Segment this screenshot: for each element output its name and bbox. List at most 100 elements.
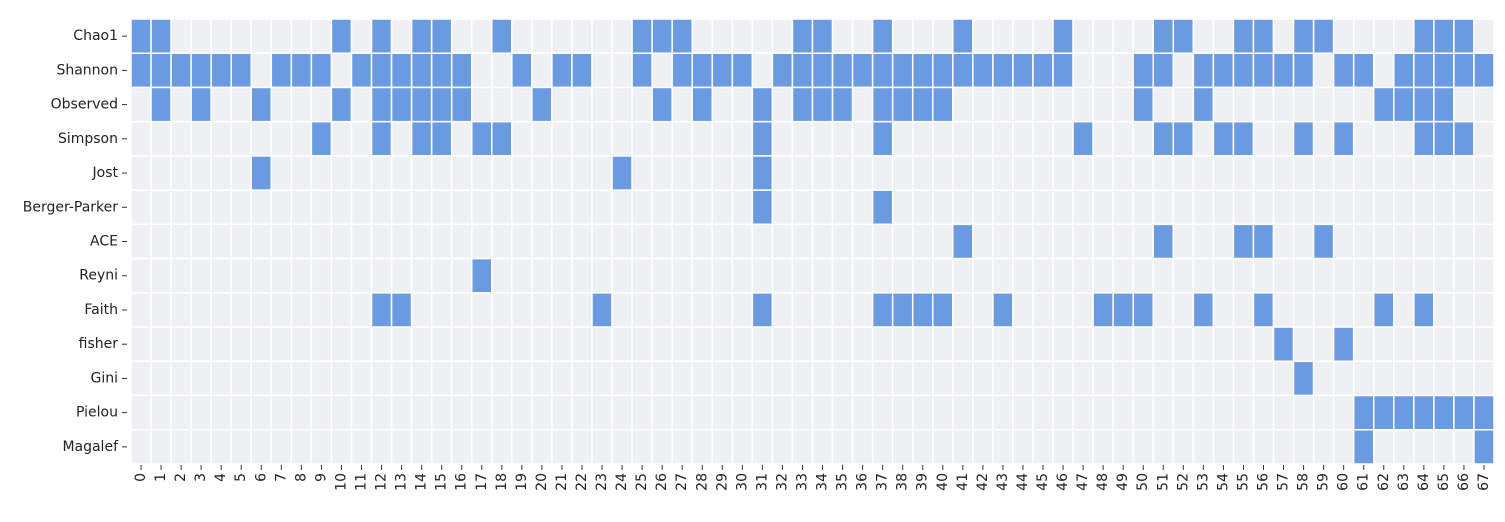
cell — [170, 18, 192, 54]
cell — [1433, 326, 1455, 363]
column-label: 16 — [454, 473, 470, 491]
cell — [270, 52, 293, 89]
cell — [891, 86, 914, 123]
cell — [230, 257, 253, 294]
cell — [1453, 292, 1475, 328]
cell — [511, 120, 533, 157]
cell — [711, 326, 734, 363]
cell — [1192, 155, 1215, 191]
cell — [1132, 52, 1155, 89]
cell — [1112, 189, 1134, 226]
cell — [1172, 326, 1195, 363]
cell — [310, 292, 333, 328]
cell — [1252, 18, 1275, 54]
cell — [511, 429, 533, 465]
cell — [1292, 52, 1315, 89]
cell — [150, 257, 172, 294]
cell — [471, 18, 493, 54]
cell — [350, 86, 373, 123]
cell — [491, 189, 513, 226]
cell — [1212, 429, 1235, 465]
cell — [911, 86, 934, 123]
cell — [370, 120, 393, 157]
row-label: Jost — [92, 165, 119, 181]
cell — [491, 120, 513, 157]
column-label: 13 — [394, 473, 410, 491]
cell — [871, 223, 894, 260]
cell — [430, 86, 453, 123]
cell — [1232, 120, 1255, 157]
cell — [310, 86, 333, 123]
cell — [992, 257, 1014, 294]
cell — [1132, 18, 1155, 54]
cell — [1393, 86, 1415, 123]
cell — [1132, 86, 1155, 123]
cell — [651, 86, 673, 123]
cell — [130, 189, 152, 226]
cell — [571, 326, 593, 363]
cell — [1092, 52, 1114, 89]
cell — [611, 86, 633, 123]
cell — [1372, 86, 1395, 123]
cell — [1012, 120, 1034, 157]
cell — [390, 52, 413, 89]
cell — [471, 429, 493, 465]
cell — [511, 86, 533, 123]
cell — [210, 292, 232, 328]
cell — [731, 360, 754, 397]
cell — [491, 155, 513, 191]
cell — [150, 52, 172, 89]
cell — [972, 360, 994, 397]
cell — [992, 52, 1014, 89]
column-label: 21 — [554, 473, 570, 491]
cell — [1272, 292, 1295, 328]
cell — [811, 223, 834, 260]
cell — [1032, 189, 1054, 226]
cell — [210, 257, 232, 294]
cell — [170, 326, 192, 363]
cell — [1413, 189, 1435, 226]
cell — [691, 257, 714, 294]
cell — [671, 292, 693, 328]
cell — [130, 86, 152, 123]
cell — [932, 326, 954, 363]
cell — [150, 189, 172, 226]
cell — [1352, 155, 1375, 191]
cell — [591, 189, 613, 226]
cell — [771, 394, 794, 431]
cell — [1332, 189, 1355, 226]
cell — [891, 257, 914, 294]
cell — [691, 394, 714, 431]
cell — [651, 394, 673, 431]
cell — [170, 120, 192, 157]
cell — [1252, 429, 1275, 465]
cell — [952, 52, 974, 89]
column-label: 55 — [1235, 473, 1251, 491]
cell — [1393, 326, 1415, 363]
cell — [471, 394, 493, 431]
column-label: 23 — [594, 473, 610, 491]
column-label: 42 — [975, 473, 991, 491]
cell — [1332, 394, 1355, 431]
cell — [1473, 394, 1495, 431]
cell — [571, 18, 593, 54]
cell — [1433, 155, 1455, 191]
cell — [1393, 52, 1415, 89]
cell — [671, 18, 693, 54]
cell — [651, 189, 673, 226]
cell — [1032, 120, 1054, 157]
cell — [711, 120, 734, 157]
cell — [1393, 189, 1415, 226]
cell — [410, 18, 433, 54]
cell — [210, 429, 232, 465]
cell — [871, 292, 894, 328]
cell — [1272, 18, 1295, 54]
cell — [430, 360, 453, 397]
cell — [410, 429, 433, 465]
cell — [751, 155, 774, 191]
column-label: 1 — [153, 473, 169, 482]
cell — [631, 360, 653, 397]
cell — [1192, 429, 1215, 465]
cell — [791, 18, 814, 54]
cell — [1152, 52, 1175, 89]
